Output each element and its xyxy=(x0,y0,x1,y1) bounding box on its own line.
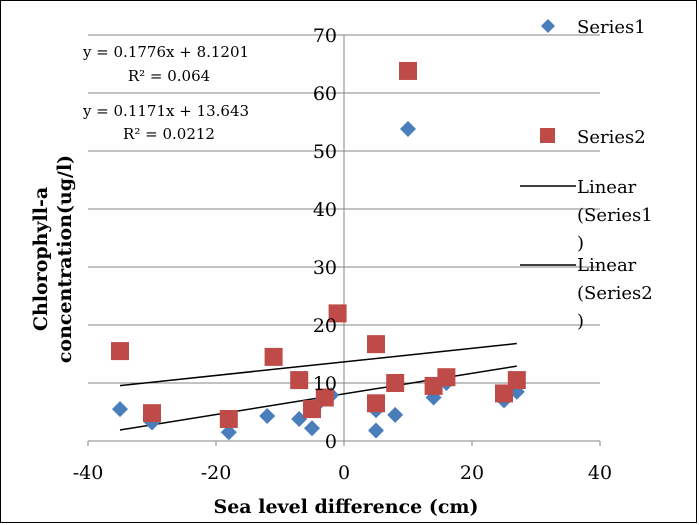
legend-linear1-label-b: (Series1 xyxy=(577,205,653,226)
series2-point xyxy=(264,347,283,366)
x-axis-title: Sea level difference (cm) xyxy=(213,496,478,518)
legend-linear1-label-a: Linear xyxy=(577,177,637,198)
y-tick-label: 70 xyxy=(313,25,337,47)
series2-point xyxy=(290,371,309,390)
series2-point xyxy=(437,368,456,387)
tick-labels: 0 10 20 30 40 50 60 70 -40 -20 0 20 40 xyxy=(73,25,612,484)
series1-point xyxy=(112,401,128,418)
x-tick-label: 40 xyxy=(588,462,612,484)
x-tick-label: 20 xyxy=(460,462,484,484)
series2-point xyxy=(111,342,129,361)
x-tick-label: -40 xyxy=(73,462,104,484)
trend-equation-series2: y = 0.1171x + 13.643 xyxy=(82,102,249,120)
x-tick-label: -20 xyxy=(201,462,232,484)
series2-point xyxy=(143,404,161,423)
series2-point xyxy=(219,409,238,428)
series1-point xyxy=(259,408,276,425)
trend-r2-series1: R² = 0.064 xyxy=(128,67,210,85)
y-tick-label: 50 xyxy=(313,141,337,163)
legend-series1-marker xyxy=(541,19,555,33)
y-tick-label: 0 xyxy=(325,431,337,453)
series2-point xyxy=(386,374,405,392)
series1-point xyxy=(387,406,404,423)
series2-point xyxy=(367,394,385,413)
series2-point xyxy=(367,335,385,354)
legend-series1-label: Series1 xyxy=(577,17,646,38)
series1-point xyxy=(368,422,384,439)
legend-linear2-label-a: Linear xyxy=(577,255,637,276)
y-axis-title: Chlorophyll-a concentration(ug/l) xyxy=(30,155,76,363)
series2-point xyxy=(315,388,334,407)
series2-point xyxy=(328,304,347,323)
series1-point xyxy=(400,120,416,137)
axes xyxy=(87,35,601,446)
y-axis-title-line1: Chlorophyll-a xyxy=(30,187,52,331)
y-axis-title-line2: concentration(ug/l) xyxy=(54,155,76,363)
data-points xyxy=(111,61,526,441)
x-tick-label: 0 xyxy=(338,462,350,484)
legend-linear1-label-c: ) xyxy=(577,233,584,254)
y-tick-label: 60 xyxy=(313,83,337,105)
series2-point xyxy=(507,371,526,390)
series2-point xyxy=(399,61,417,80)
trend-r2-series2: R² = 0.0212 xyxy=(123,125,215,143)
series1-point xyxy=(304,420,320,437)
legend-series2-label: Series2 xyxy=(577,127,646,148)
y-tick-label: 30 xyxy=(313,257,337,279)
y-tick-label: 40 xyxy=(313,199,337,221)
y-tick-label: 10 xyxy=(313,373,337,395)
series1-point xyxy=(220,424,237,441)
trend-equation-series1: y = 0.1776x + 8.1201 xyxy=(82,43,249,61)
y-tick-label: 20 xyxy=(313,315,337,337)
legend-linear2-label-b: (Series2 xyxy=(577,283,653,304)
legend-linear2-label-c: ) xyxy=(577,311,584,332)
trendline-2 xyxy=(119,342,517,387)
legend-series2-marker xyxy=(540,128,555,143)
legend: Series1 Series2 Linear (Series1 ) Linear… xyxy=(520,17,653,332)
